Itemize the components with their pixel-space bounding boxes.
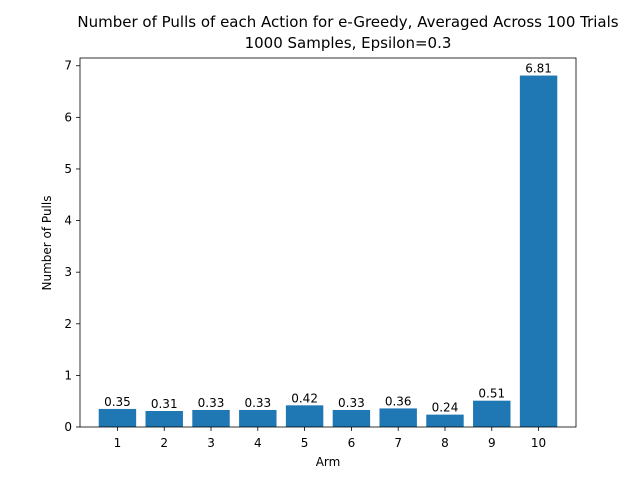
x-tick-label-5: 5 [301, 436, 309, 450]
data-label-3: 0.33 [198, 396, 225, 410]
data-label-6: 0.33 [338, 396, 365, 410]
axes-frame [79, 57, 577, 428]
y-tick-label-5: 5 [64, 162, 72, 176]
x-tick-label-8: 8 [441, 436, 449, 450]
y-tick-label-3: 3 [64, 265, 72, 279]
bar-3 [192, 409, 230, 427]
chart-subtitle: 1000 Samples, Epsilon=0.3 [245, 34, 452, 52]
data-label-5: 0.42 [291, 391, 318, 405]
data-label-9: 0.51 [478, 387, 505, 401]
bar-9 [473, 400, 511, 427]
y-tick-label-6: 6 [64, 110, 72, 124]
bar-1 [98, 408, 137, 427]
bar-6 [332, 409, 371, 427]
bar-7 [379, 408, 417, 427]
y-tick-label-4: 4 [64, 214, 72, 228]
data-label-7: 0.36 [385, 394, 412, 408]
x-tick-label-7: 7 [394, 436, 402, 450]
bar-2 [145, 411, 183, 427]
y-axis-label: Number of Pulls [40, 196, 54, 291]
y-tick-label-1: 1 [64, 368, 72, 382]
bar-4 [239, 409, 277, 427]
x-tick-label-3: 3 [207, 436, 215, 450]
y-tick-label-2: 2 [64, 317, 72, 331]
x-tick-label-1: 1 [114, 436, 122, 450]
data-label-10: 6.81 [525, 62, 552, 76]
x-tick-label-10: 10 [531, 436, 546, 450]
x-tick-label-6: 6 [348, 436, 356, 450]
y-tick-label-7: 7 [64, 59, 72, 73]
plot-area: 0.35 1 0.31 2 0.33 3 0.33 4 0.42 5 0.33 6 0.36 7 0.24 8… [64, 57, 577, 450]
x-tick-label-4: 4 [254, 436, 262, 450]
data-label-8: 0.24 [432, 401, 459, 415]
data-label-2: 0.31 [151, 397, 178, 411]
chart-title: Number of Pulls of each Action for e-Gre… [77, 13, 618, 31]
bar-5 [285, 405, 324, 427]
x-tick-label-9: 9 [488, 436, 496, 450]
x-tick-label-2: 2 [160, 436, 168, 450]
x-axis-label: Arm [316, 455, 341, 469]
y-tick-label-0: 0 [64, 420, 72, 434]
data-label-4: 0.33 [244, 396, 271, 410]
data-label-1: 0.35 [104, 395, 131, 409]
bar-8 [426, 414, 464, 427]
bar-10 [519, 75, 558, 428]
